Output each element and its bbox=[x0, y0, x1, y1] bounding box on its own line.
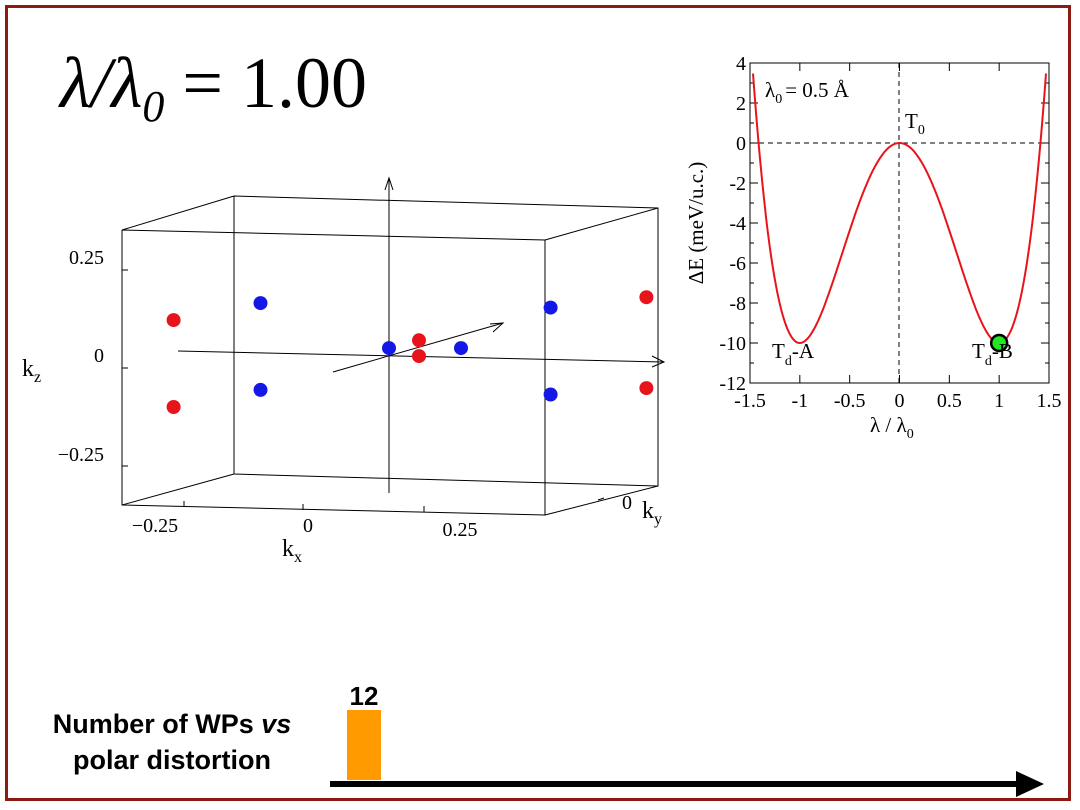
slide-title: λ/λ0 = 1.00 bbox=[60, 42, 367, 132]
y-tick-label: -8 bbox=[729, 293, 746, 315]
box-edge bbox=[121, 195, 235, 231]
kx-arrowhead bbox=[651, 355, 666, 368]
kx-axis-label: kx bbox=[282, 536, 302, 566]
scatter-point bbox=[639, 290, 654, 305]
kz-tick-label: 0.25 bbox=[69, 247, 104, 269]
scatter-point bbox=[412, 349, 426, 364]
title-lhs: λ/λ bbox=[60, 43, 143, 123]
box-edge bbox=[544, 485, 659, 516]
energy-y-axis-label: ΔE (meV/u.c.) bbox=[684, 162, 708, 285]
distortion-arrowhead bbox=[1016, 771, 1044, 797]
scatter-point bbox=[166, 400, 181, 414]
slide-frame bbox=[5, 5, 1071, 801]
wp-count-bar bbox=[347, 710, 381, 780]
kz-tick-label: 0 bbox=[94, 345, 104, 367]
kz-tick-label: −0.25 bbox=[58, 444, 104, 466]
x-tick-label: 0.5 bbox=[937, 390, 962, 412]
energy-x-axis-label: λ / λ0 bbox=[870, 413, 914, 442]
y-tick-label: 4 bbox=[736, 53, 746, 75]
ky-axis-label: ky bbox=[642, 498, 662, 528]
scatter-point bbox=[639, 381, 654, 396]
td-a-annotation: Td-A bbox=[772, 339, 815, 369]
scatter-point bbox=[412, 333, 426, 348]
scatter-point bbox=[454, 341, 468, 356]
y-tick-label: -6 bbox=[729, 253, 746, 275]
x-tick-label: -1 bbox=[791, 390, 808, 412]
y-tick-label: 0 bbox=[736, 133, 746, 155]
title-value: 1.00 bbox=[240, 43, 367, 123]
wp-count-value: 12 bbox=[350, 681, 379, 711]
x-tick-label: 1.5 bbox=[1037, 390, 1062, 412]
caption-line2: polar distortion bbox=[73, 745, 271, 775]
box-edge bbox=[544, 207, 659, 241]
ky-arrowhead bbox=[489, 322, 505, 333]
scatter-point bbox=[166, 313, 181, 328]
t0-annotation: T0 bbox=[905, 109, 925, 138]
kx-tick-label: 0 bbox=[303, 515, 313, 537]
ky-axis-arrow bbox=[332, 322, 504, 373]
current-lambda-marker bbox=[989, 333, 1009, 353]
kz-arrowhead bbox=[384, 176, 394, 191]
y-tick-label: -10 bbox=[719, 333, 746, 355]
kz-axis-label: kz bbox=[22, 356, 41, 386]
x-tick-label: 0 bbox=[895, 390, 905, 412]
caption-italic: vs bbox=[261, 709, 292, 739]
caption-line1: Number of WPs bbox=[52, 709, 254, 739]
wp-count-caption: Number of WPs vs polar distortion bbox=[22, 706, 322, 778]
box-edge bbox=[121, 473, 235, 506]
scatter-point bbox=[253, 382, 268, 397]
scatter-point bbox=[253, 296, 268, 311]
y-tick-label: -4 bbox=[729, 213, 746, 235]
x-tick-label: -0.5 bbox=[834, 390, 866, 412]
scatter-point bbox=[543, 300, 558, 315]
title-lhs-sub: 0 bbox=[142, 82, 165, 131]
x-tick-label: 1 bbox=[994, 390, 1004, 412]
title-equals: = bbox=[182, 43, 223, 123]
scatter-point bbox=[382, 341, 396, 356]
ky-tick-label: 0 bbox=[622, 492, 632, 514]
scatter-point bbox=[543, 387, 558, 402]
td-b-annotation: Td-B bbox=[972, 339, 1013, 369]
y-tick-label: -12 bbox=[719, 373, 746, 395]
lambda0-annotation: λ0 = 0.5 Å bbox=[765, 78, 850, 107]
tick-mark bbox=[597, 497, 605, 501]
kx-tick-label: 0.25 bbox=[443, 519, 478, 541]
y-tick-label: 2 bbox=[736, 93, 746, 115]
kx-tick-label: −0.25 bbox=[132, 515, 178, 537]
x-tick-label: -1.5 bbox=[734, 390, 766, 412]
y-tick-label: -2 bbox=[729, 173, 746, 195]
